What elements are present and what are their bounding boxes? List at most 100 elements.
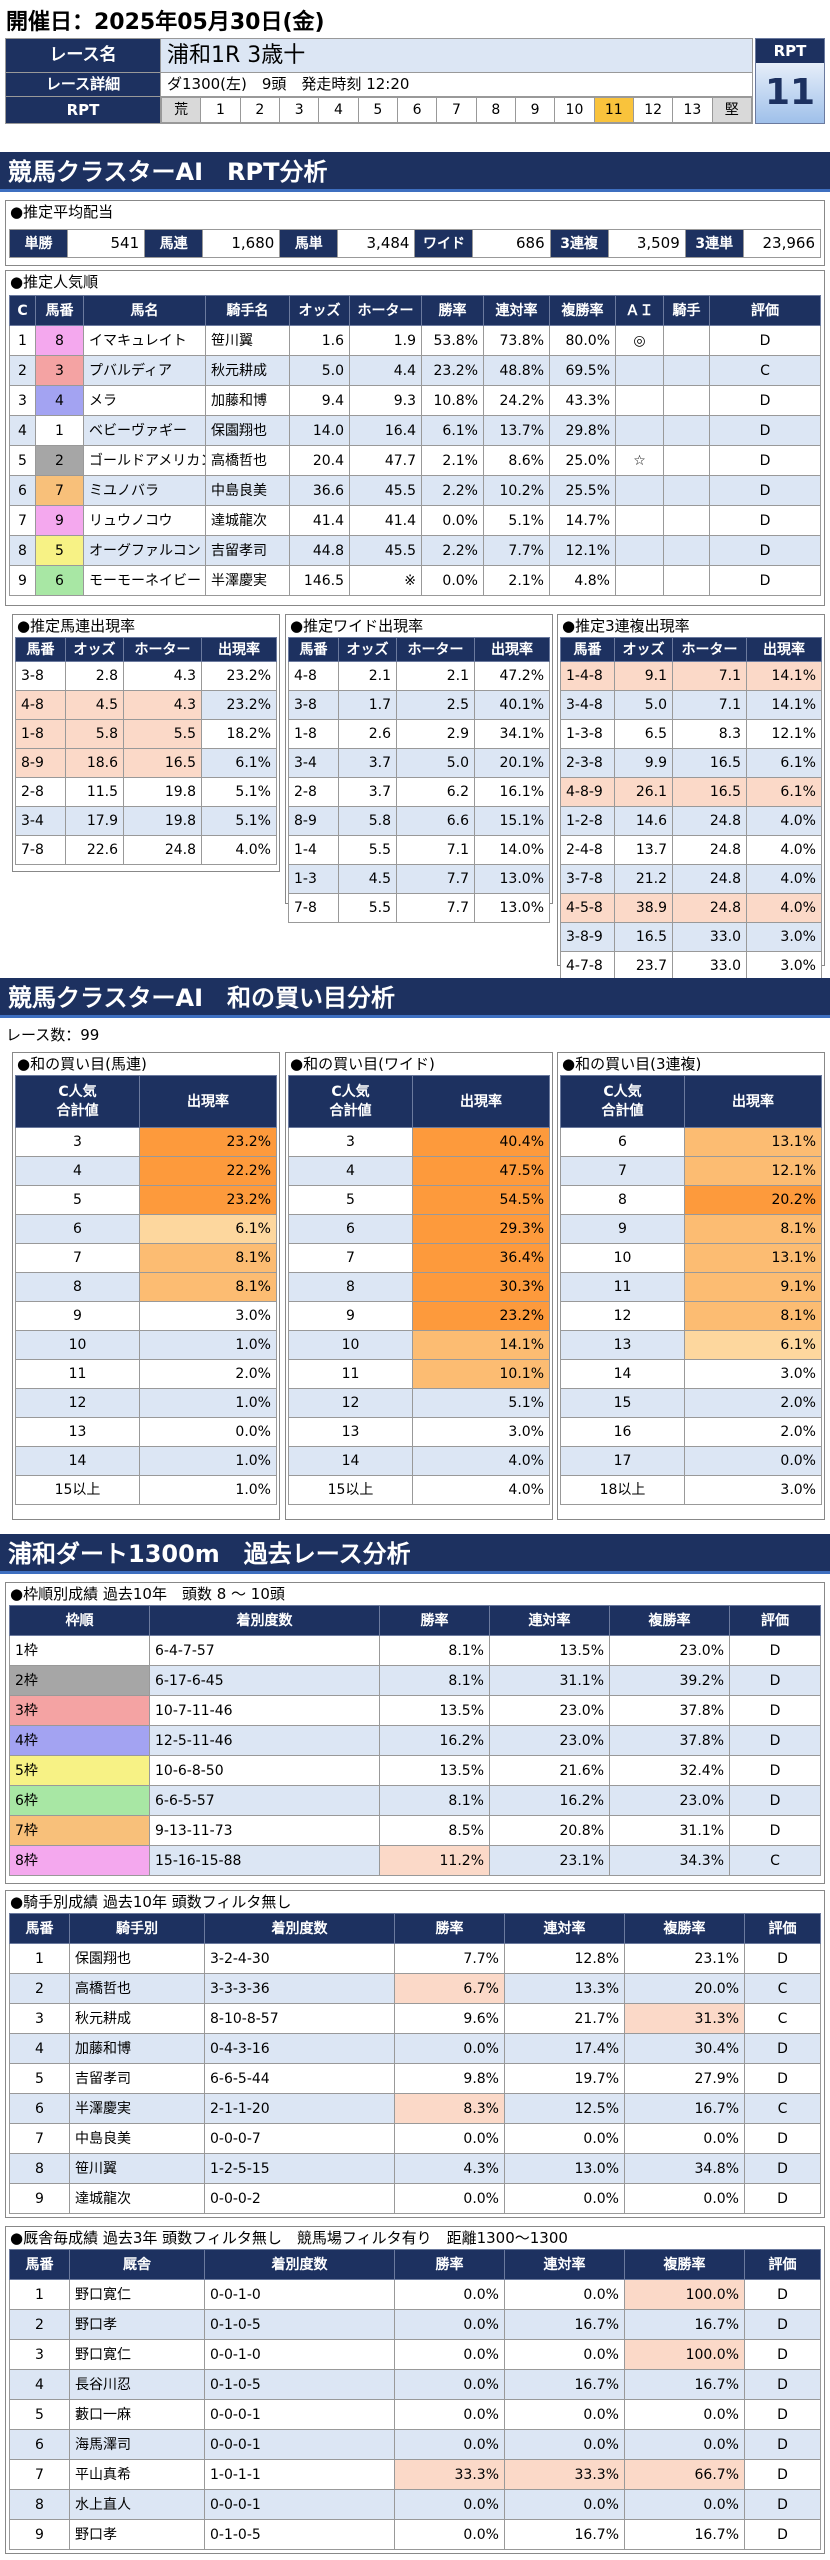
table-cell: 9 <box>9 2183 70 2214</box>
table-cell <box>615 355 664 386</box>
table-cell: 水上直人 <box>69 2489 205 2520</box>
table-cell: 53.8% <box>421 325 484 356</box>
table-cell: 13.5% <box>379 1755 490 1786</box>
table-cell: 2-8 <box>15 777 66 807</box>
table-cell: D <box>709 325 821 356</box>
table-cell: 16.5 <box>672 748 747 778</box>
table-cell: 3.7 <box>338 777 397 807</box>
table-cell: 25.5% <box>549 475 616 506</box>
table-cell: 34.8% <box>624 2153 745 2184</box>
table-cell: 13.5% <box>379 1695 490 1726</box>
column-header: 出現率 <box>746 637 822 662</box>
table-row: 18以上 3.0% <box>560 1475 822 1505</box>
race-count: レース数：99 <box>6 1026 100 1044</box>
horse-name: プバルディア <box>83 355 206 386</box>
table-row: 15以上 4.0% <box>288 1475 550 1505</box>
table-row: 1枠 6-4-7-57 8.1% 13.5% 23.0% D <box>9 1635 821 1666</box>
table-cell: 6.1% <box>746 748 822 778</box>
wa-wide-box: ●和の買い目(ワイド) C人気 合計値 出現率 3 40.4% 4 47.5% 5 54.5% 6… <box>285 1052 553 1520</box>
table-cell: C <box>729 1845 821 1876</box>
table-row: 13 6.1% <box>560 1330 822 1360</box>
column-header: 騎手 <box>663 295 710 326</box>
payout-label: 馬連 <box>144 229 204 258</box>
table-row: 2-3-8 9.9 16.5 6.1% <box>560 748 822 778</box>
table-cell: 19.7% <box>504 2063 625 2094</box>
table-cell: 0.0% <box>421 565 484 596</box>
table-cell: 9 <box>560 1214 685 1244</box>
waku-table: 枠順 着別度数 勝率 連対率 複勝率 評価 1枠 6-4-7-57 8.1% 13.5% 23.0%… <box>9 1605 821 1876</box>
table-cell: 47.7 <box>349 445 422 476</box>
column-header: 勝率 <box>379 1605 490 1636</box>
table-cell: 8 <box>9 535 36 566</box>
table-row: 1 8 イマキュレイト 笹川翼 1.6 1.9 53.8% 73.8% 80.0% ◎ D <box>9 325 821 356</box>
table-cell: 7 <box>15 1243 140 1273</box>
table-cell: 23.1% <box>489 1845 610 1876</box>
table-cell: 23.0% <box>489 1695 610 1726</box>
table-row: 14 3.0% <box>560 1359 822 1389</box>
wide-table: 馬番 オッズ ホーター 出現率 4-8 2.1 2.1 47.2% 3-8 1.7 2.5 40.1%… <box>288 637 550 923</box>
table-cell: 0-0-0-1 <box>204 2399 395 2430</box>
table-cell: 23.2% <box>421 355 484 386</box>
table-cell <box>663 325 710 356</box>
table-cell: 12 <box>15 1388 140 1418</box>
table-cell: 18.6 <box>65 748 124 778</box>
umaren-box: ●推定馬連出現率 馬番 オッズ ホーター 出現率 3-8 2.8 4.3 23.2% 4-8 4.… <box>12 614 280 872</box>
table-cell: 4-8 <box>288 661 339 691</box>
jockey-table: 馬番 騎手別 着別度数 勝率 連対率 複勝率 評価 1 保園翔也 3-2-4-30 7.7% 12.8… <box>9 1913 821 2214</box>
table-cell: 1.7 <box>338 690 397 720</box>
wa-sanrenpuku-caption: ●和の買い目(3連複) <box>558 1053 824 1075</box>
table-cell: 達城龍次 <box>205 505 290 536</box>
table-cell: 2.1% <box>421 445 484 476</box>
table-cell: 5.5 <box>338 893 397 923</box>
table-cell: 3.0% <box>139 1301 277 1331</box>
table-cell: 0-1-0-5 <box>204 2519 395 2550</box>
table-cell: 45.5 <box>349 535 422 566</box>
horse-name: イマキュレイト <box>83 325 206 356</box>
table-cell: 笹川翼 <box>69 2153 205 2184</box>
table-cell: 0.0% <box>139 1417 277 1447</box>
table-row: 12 8.1% <box>560 1301 822 1331</box>
column-header: 馬番 <box>9 2249 70 2280</box>
table-cell: 21.2 <box>614 864 673 894</box>
table-cell: 2.5 <box>396 690 475 720</box>
table-row: 7 12.1% <box>560 1156 822 1186</box>
wa-umaren-h3: 出現率 <box>139 1075 277 1128</box>
table-cell <box>615 475 664 506</box>
table-row: 14 1.0% <box>15 1446 277 1476</box>
table-cell: 5.1% <box>201 777 277 807</box>
table-cell: 4.4 <box>349 355 422 386</box>
wa-wide-h3: 出現率 <box>412 1075 550 1128</box>
table-row: 6 半澤慶実 2-1-1-20 8.3% 12.5% 16.7% C <box>9 2093 821 2124</box>
table-cell: 4 <box>9 2369 70 2400</box>
table-cell: 4.0% <box>746 864 822 894</box>
table-cell: 2 <box>9 2309 70 2340</box>
table-cell: 34.1% <box>474 719 550 749</box>
table-cell: 1.9 <box>349 325 422 356</box>
table-cell: 9 <box>288 1301 413 1331</box>
table-cell: C <box>709 355 821 386</box>
table-row: 7枠 9-13-11-73 8.5% 20.8% 31.1% D <box>9 1815 821 1846</box>
table-cell: 21.7% <box>504 2003 625 2034</box>
table-cell: 9 <box>35 505 84 536</box>
table-cell: D <box>744 2519 821 2550</box>
table-cell: 23.1% <box>624 1943 745 1974</box>
column-header: オッズ <box>65 637 124 662</box>
table-cell: 5枠 <box>9 1755 150 1786</box>
table-cell: 7.7 <box>396 864 475 894</box>
jockey-box: ●騎手別成績 過去10年 頭数フィルタ無し 馬番 騎手別 着別度数 勝率 連対率 複勝率評… <box>5 1890 825 2218</box>
table-row: 3枠 10-7-11-46 13.5% 23.0% 37.8% D <box>9 1695 821 1726</box>
table-cell: 16.2% <box>379 1725 490 1756</box>
rpt-label: RPT <box>5 96 161 124</box>
table-cell: 32.4% <box>609 1755 730 1786</box>
table-cell: 1-0-1-1 <box>204 2459 395 2490</box>
column-header: 馬番 <box>288 637 339 662</box>
wa-wide-caption: ●和の買い目(ワイド) <box>286 1053 552 1075</box>
table-row: 10 13.1% <box>560 1243 822 1273</box>
table-cell: 2.2% <box>421 535 484 566</box>
table-cell: 3 <box>9 385 36 416</box>
table-cell: 25.0% <box>549 445 616 476</box>
table-row: 5 吉留孝司 6-6-5-44 9.8% 19.7% 27.9% D <box>9 2063 821 2094</box>
sanrenpuku-box: ●推定3連複出現率 馬番 オッズ ホーター 出現率 1-4-8 9.1 7.1 14.1% 3-… <box>557 614 825 981</box>
table-row: 1-4 5.5 7.1 14.0% <box>288 835 550 865</box>
table-cell: 8.1% <box>684 1301 822 1331</box>
